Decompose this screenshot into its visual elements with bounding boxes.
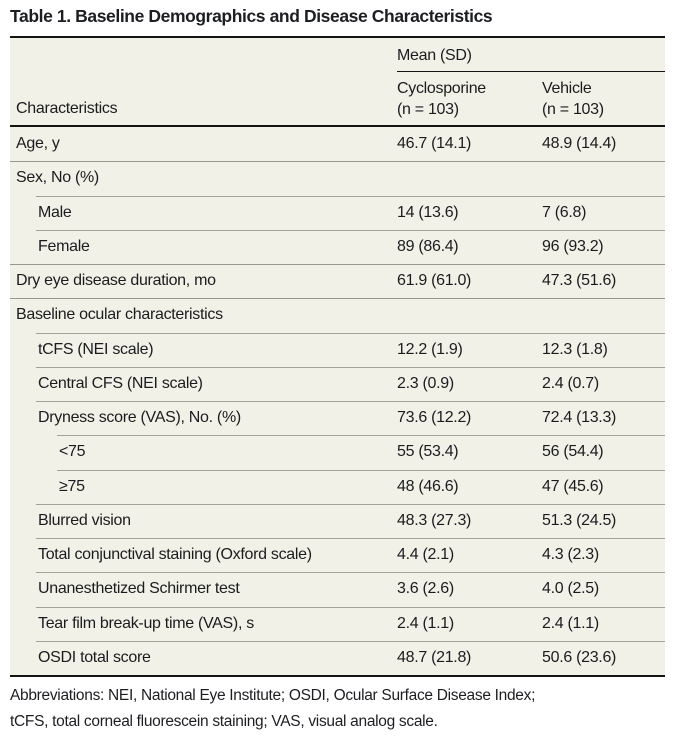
value-vehicle: 56 (54.4) [542, 443, 604, 461]
table-row: OSDI total score 48.7 (21.8) 50.6 (23.6) [10, 640, 665, 675]
value-vehicle: 47 (45.6) [542, 477, 604, 495]
value-cyclosporine: 48.7 (21.8) [397, 648, 472, 666]
value-cyclosporine: 61.9 (61.0) [397, 272, 472, 290]
row-divider [10, 298, 665, 300]
value-vehicle: 2.4 (0.7) [542, 374, 599, 392]
row-divider [36, 229, 665, 231]
table-row: <75 55 (53.4) 56 (54.4) [10, 435, 665, 469]
value-cyclosporine: 14 (13.6) [397, 203, 459, 221]
row-label: tCFS (NEI scale) [38, 340, 154, 358]
value-vehicle: 2.4 (1.1) [542, 614, 599, 632]
abbreviations-footnote: Abbreviations: NEI, National Eye Institu… [10, 683, 670, 735]
column-header-cyclosporine: Cyclosporine (n = 103) [397, 78, 542, 120]
value-vehicle: 50.6 (23.6) [542, 648, 617, 666]
value-cyclosporine: 48.3 (27.3) [397, 511, 472, 529]
value-vehicle: 72.4 (13.3) [542, 409, 617, 427]
row-label: Baseline ocular characteristics [16, 306, 223, 324]
column-sublabel: (n = 103) [397, 101, 459, 118]
value-cyclosporine: 55 (53.4) [397, 443, 459, 461]
row-label: Tear film break-up time (VAS), s [38, 614, 254, 632]
row-label: Central CFS (NEI scale) [38, 374, 203, 392]
value-cyclosporine: 2.4 (1.1) [397, 614, 454, 632]
row-label: Total conjunctival staining (Oxford scal… [38, 546, 312, 564]
row-label: OSDI total score [38, 648, 151, 666]
column-group-mean-sd: Mean (SD) Cyclosporine (n = 103) Vehicle… [397, 38, 665, 120]
row-divider [10, 264, 665, 265]
row-divider [36, 332, 665, 334]
value-vehicle: 96 (93.2) [542, 237, 604, 255]
baseline-demographics-table: Characteristics Mean (SD) Cyclosporine (… [10, 36, 665, 677]
row-label: Sex, No (%) [16, 169, 99, 187]
value-vehicle: 4.0 (2.5) [542, 580, 599, 598]
table-row: Dry eye disease duration, mo 61.9 (61.0) 4… [10, 264, 665, 298]
table-title: Table 1. Baseline Demographics and Disea… [10, 6, 493, 26]
value-vehicle: 12.3 (1.8) [542, 340, 608, 358]
row-label: Female [38, 237, 90, 255]
table-row: Central CFS (NEI scale) 2.3 (0.9) 2.4 (0.7… [10, 366, 665, 401]
table-row: Tear film break-up time (VAS), s 2.4 (1.1… [10, 606, 665, 641]
value-cyclosporine: 4.4 (2.1) [397, 546, 454, 564]
row-divider [10, 161, 665, 163]
row-label: Unanesthetized Schirmer test [38, 580, 240, 598]
value-cyclosporine: 89 (86.4) [397, 237, 459, 255]
row-divider [57, 469, 665, 471]
table-row: Female 89 (86.4) 96 (93.2) [10, 229, 665, 264]
table-row: Male 14 (13.6) 7 (6.8) [10, 195, 665, 230]
column-labels: Cyclosporine (n = 103) Vehicle (n = 103) [397, 72, 665, 120]
row-label: ≥75 [59, 477, 85, 495]
value-vehicle: 7 (6.8) [542, 203, 587, 221]
row-label: Dryness score (VAS), No. (%) [38, 409, 241, 427]
value-vehicle: 51.3 (24.5) [542, 511, 617, 529]
row-label: Blurred vision [38, 511, 131, 529]
row-divider [36, 606, 665, 608]
row-divider [36, 401, 665, 402]
row-divider [57, 435, 665, 437]
table-row: Baseline ocular characteristics [10, 298, 665, 332]
table-body: Age, y 46.7 (14.1) 48.9 (14.4) Sex, No (%) M… [10, 127, 665, 675]
table-header: Characteristics Mean (SD) Cyclosporine (… [10, 38, 665, 127]
table-row: Unanesthetized Schirmer test 3.6 (2.6) 4.0… [10, 572, 665, 606]
value-vehicle: 48.9 (14.4) [542, 135, 617, 153]
table-row: Age, y 46.7 (14.1) 48.9 (14.4) [10, 127, 665, 161]
column-header-characteristics: Characteristics [16, 100, 118, 117]
row-divider [36, 538, 665, 539]
row-label: Dry eye disease duration, mo [16, 272, 216, 290]
value-cyclosporine: 3.6 (2.6) [397, 580, 454, 598]
row-divider [36, 503, 665, 505]
column-sublabel: (n = 103) [542, 101, 604, 118]
row-divider [36, 195, 665, 197]
value-cyclosporine: 48 (46.6) [397, 477, 459, 495]
value-cyclosporine: 12.2 (1.9) [397, 340, 463, 358]
row-label: <75 [59, 443, 86, 461]
table-row: Total conjunctival staining (Oxford scal… [10, 538, 665, 572]
table-row: Dryness score (VAS), No. (%) 73.6 (12.2) 7… [10, 401, 665, 435]
value-vehicle: 47.3 (51.6) [542, 272, 617, 290]
column-label: Cyclosporine [397, 80, 486, 97]
table-row: Sex, No (%) [10, 161, 665, 195]
value-cyclosporine: 73.6 (12.2) [397, 409, 472, 427]
value-cyclosporine: 46.7 (14.1) [397, 135, 472, 153]
row-divider [36, 572, 665, 574]
table-row: ≥75 48 (46.6) 47 (45.6) [10, 469, 665, 504]
footnote-line: Abbreviations: NEI, National Eye Institu… [10, 687, 536, 704]
row-divider [36, 640, 665, 642]
column-header-vehicle: Vehicle (n = 103) [542, 78, 665, 120]
row-divider [36, 366, 665, 368]
column-group-header: Mean (SD) [397, 38, 665, 72]
row-label: Male [38, 203, 72, 221]
table-row: Blurred vision 48.3 (27.3) 51.3 (24.5) [10, 503, 665, 538]
footnote-line: tCFS, total corneal fluorescein staining… [10, 713, 438, 730]
row-label: Age, y [16, 135, 60, 153]
value-vehicle: 4.3 (2.3) [542, 546, 599, 564]
column-label: Vehicle [542, 80, 592, 97]
value-cyclosporine: 2.3 (0.9) [397, 374, 454, 392]
table-row: tCFS (NEI scale) 12.2 (1.9) 12.3 (1.8) [10, 332, 665, 367]
